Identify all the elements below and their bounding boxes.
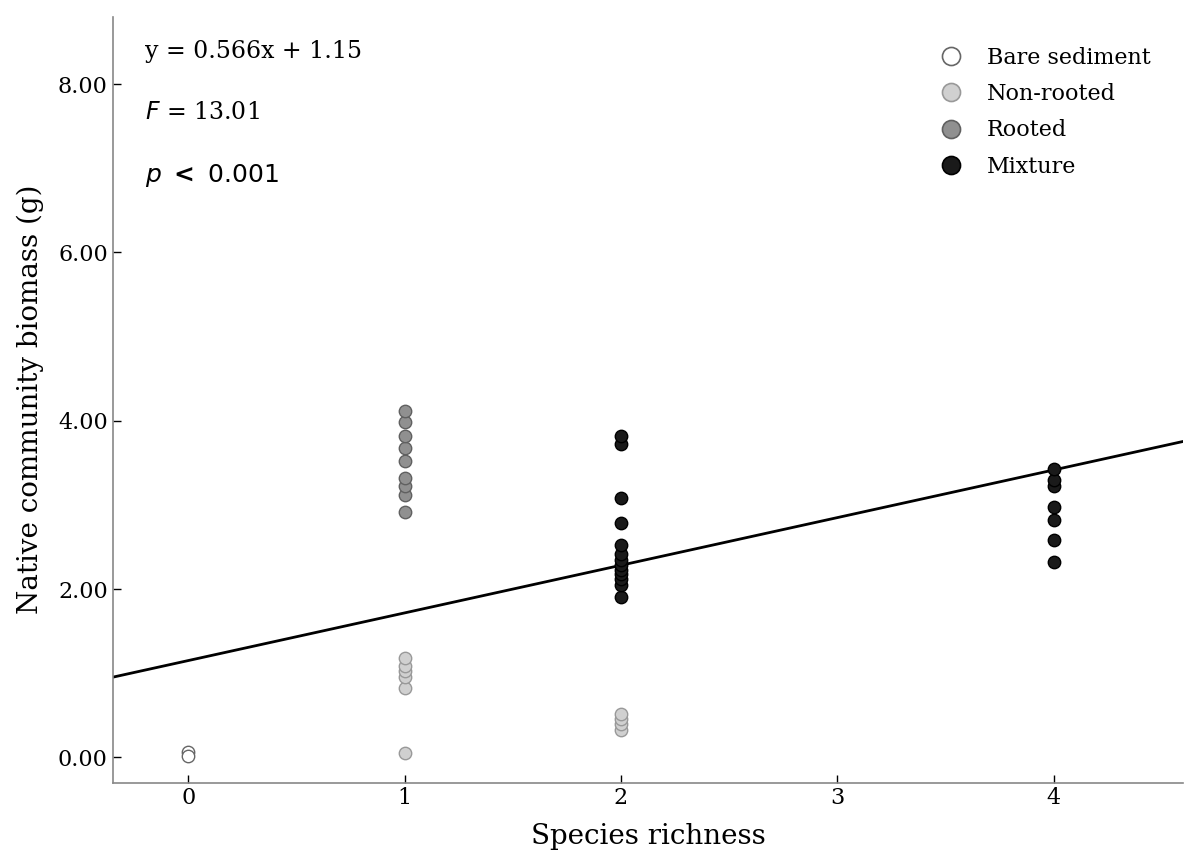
Point [395,660,414,674]
Point [611,707,630,720]
Point [1044,513,1063,527]
Point [611,558,630,572]
Point [611,717,630,731]
Point [395,454,414,468]
Point [395,479,414,493]
Point [611,429,630,443]
Point [611,578,630,592]
Point [611,538,630,552]
Point [611,517,630,531]
Legend: Bare sediment, Non-rooted, Rooted, Mixture: Bare sediment, Non-rooted, Rooted, Mixtu… [918,36,1162,189]
Y-axis label: Native community biomass (g): Native community biomass (g) [17,185,44,615]
Point [611,572,630,586]
Point [611,567,630,581]
Point [611,590,630,604]
Point [611,552,630,566]
Point [611,547,630,561]
Point [395,746,414,760]
Point [611,712,630,726]
Point [1044,533,1063,547]
Point [395,429,414,443]
Point [611,722,630,736]
Point [395,681,414,695]
Text: $\boldsymbol{\mathit{p}}$ $\boldsymbol{<}$ $\boldsymbol{\mathit{0.001}}$: $\boldsymbol{\mathit{p}}$ $\boldsymbol{<… [145,162,278,189]
Point [611,492,630,505]
Point [395,670,414,684]
Text: y = 0.566x + 1.15: y = 0.566x + 1.15 [145,40,361,62]
Point [1044,499,1063,513]
Point [395,664,414,678]
Point [395,505,414,518]
Point [1044,463,1063,477]
Point [1044,555,1063,569]
Text: $\mathit{F}$ = 13.01: $\mathit{F}$ = 13.01 [145,101,259,124]
Point [395,471,414,485]
Point [611,563,630,577]
Point [395,415,414,429]
Point [1044,479,1063,493]
Point [1044,473,1063,486]
Point [395,651,414,665]
Point [179,746,198,759]
Point [611,437,630,451]
Point [395,440,414,454]
Point [179,749,198,763]
Point [395,404,414,418]
Point [395,488,414,502]
X-axis label: Species richness: Species richness [530,824,766,851]
